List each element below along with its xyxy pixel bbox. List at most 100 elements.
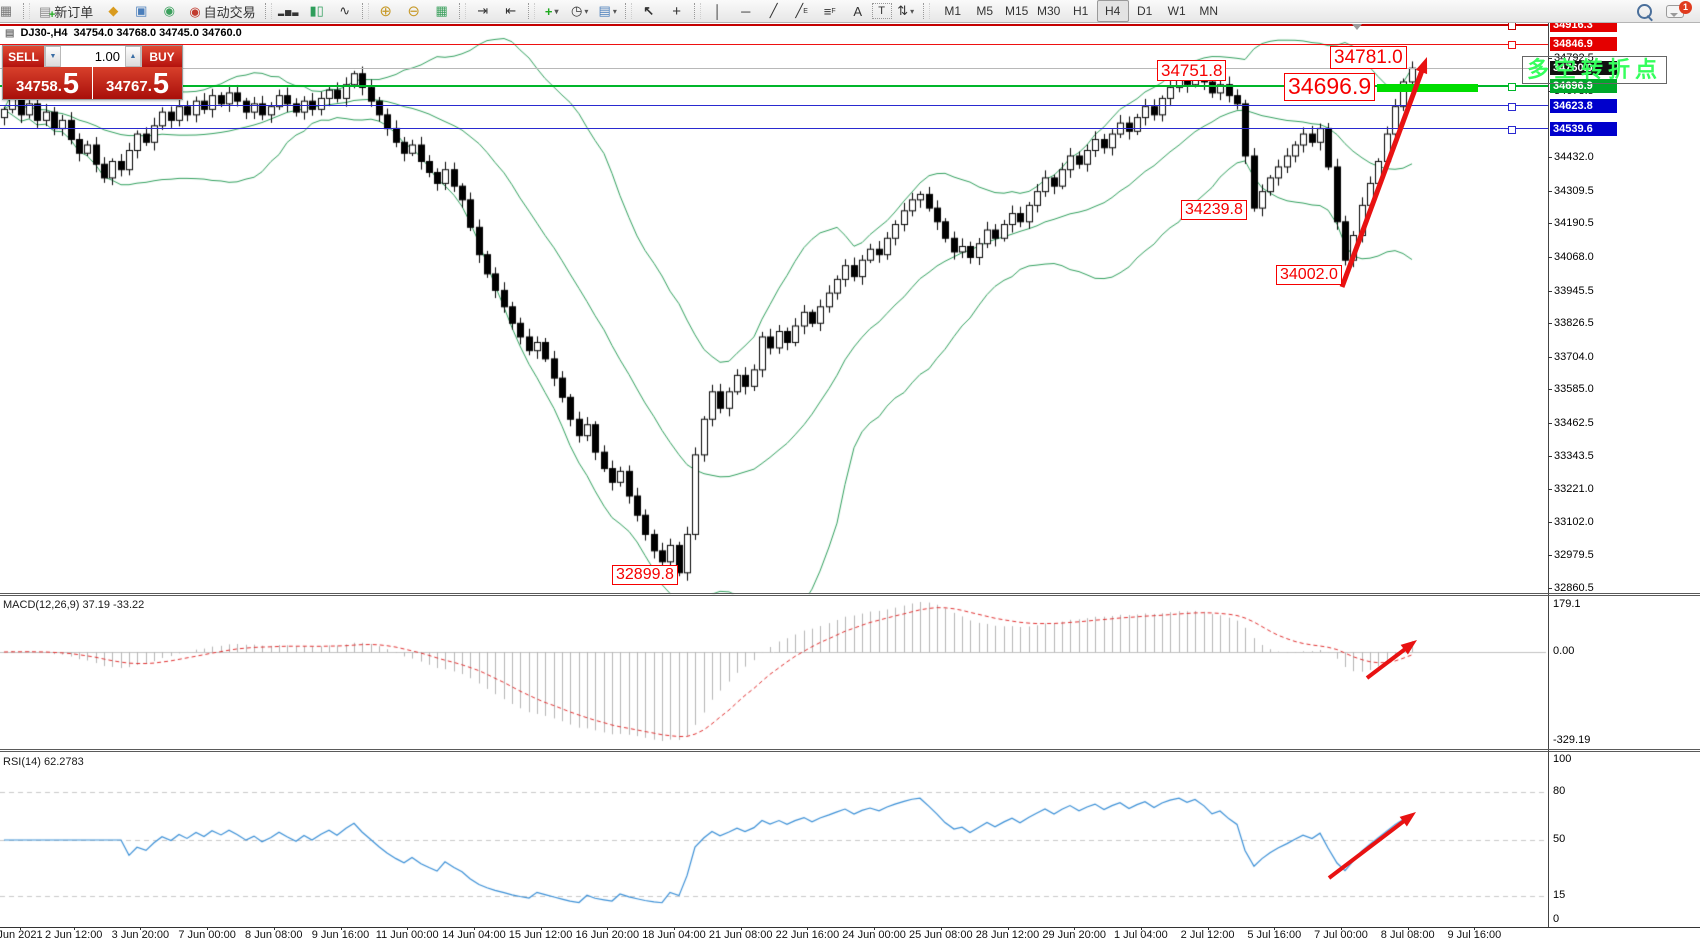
time-axis-tick bbox=[1474, 927, 1476, 930]
time-axis-label: 9 Jul 16:00 bbox=[1447, 929, 1502, 941]
price-annotation-label[interactable]: 34002.0 bbox=[1276, 265, 1342, 285]
price-axis-border bbox=[1548, 23, 1549, 927]
price-annotation-label[interactable]: 34239.8 bbox=[1181, 200, 1247, 220]
periods-button[interactable]: ◷ ▾ bbox=[570, 3, 589, 18]
time-axis-label: 29 Jun 20:00 bbox=[1042, 929, 1106, 941]
quotes-icon[interactable]: ◆ bbox=[108, 3, 119, 18]
tab-timeframe-M1[interactable]: M1 bbox=[944, 4, 961, 18]
time-axis-tick bbox=[73, 927, 75, 930]
price-level-handle[interactable] bbox=[1508, 125, 1516, 134]
volume-spinner: ▼ 1.00 ▲ bbox=[44, 46, 142, 67]
price-annotation-label[interactable]: 34751.8 bbox=[1157, 60, 1227, 82]
fibonacci-tool-icon[interactable]: ≡ F bbox=[823, 3, 836, 19]
chart-header: ▤ DJ30-,H4 34754.0 34768.0 34745.0 34760… bbox=[5, 27, 242, 39]
time-axis[interactable]: Jun 2021 2 Jun 12:00 3 Jun 20:00 7 Jun 00:0… bbox=[0, 927, 1700, 942]
zoom-out-icon[interactable]: ⊖ bbox=[407, 3, 420, 20]
vertical-line-tool-icon[interactable]: │ bbox=[713, 3, 722, 19]
price-axis-tick: 33343.5 bbox=[1548, 449, 1594, 462]
price-level-handle[interactable] bbox=[1508, 22, 1516, 31]
price-axis-tick: 34309.5 bbox=[1548, 184, 1594, 197]
time-axis-label: Jun 2021 bbox=[0, 929, 43, 941]
zoom-in-icon[interactable]: ⊕ bbox=[379, 3, 392, 20]
horizontal-line-tool-icon[interactable]: ─ bbox=[741, 3, 751, 19]
price-annotation-label[interactable]: 34696.9 bbox=[1284, 73, 1376, 101]
price-axis-tick: 33585.0 bbox=[1548, 383, 1594, 396]
bar-chart-icon[interactable]: ▂▅▃ bbox=[277, 6, 300, 16]
price-annotation-label[interactable]: 34781.0 bbox=[1330, 46, 1407, 70]
time-axis-label: 24 Jun 00:00 bbox=[842, 929, 906, 941]
chart-window-icon[interactable]: ▦ bbox=[0, 3, 13, 18]
tab-timeframe-M30[interactable]: M30 bbox=[1037, 4, 1061, 18]
time-axis-tick bbox=[874, 927, 876, 930]
sell-button[interactable]: SELL bbox=[3, 46, 44, 67]
sell-price-main: 34758. bbox=[15, 78, 62, 95]
auto-scroll-icon[interactable]: ⇥ bbox=[477, 3, 489, 18]
macd-indicator-label: MACD(12,26,9) 37.19 -33.22 bbox=[3, 599, 145, 611]
price-level-handle[interactable] bbox=[1508, 102, 1516, 111]
rsi-axis-tick: 0 bbox=[1553, 913, 1560, 925]
turning-point-note[interactable]: 多空转折点 bbox=[1522, 56, 1668, 84]
price-level-line-34623.8[interactable] bbox=[0, 105, 1548, 107]
tile-windows-icon[interactable]: ▦ bbox=[435, 3, 448, 18]
panel-separator[interactable] bbox=[0, 749, 1700, 750]
price-axis-tick: 33945.5 bbox=[1548, 284, 1594, 297]
tab-timeframe-H1[interactable]: H1 bbox=[1073, 4, 1089, 18]
volume-decrease-button[interactable]: ▼ bbox=[45, 46, 61, 67]
signals-icon[interactable]: ◉ bbox=[163, 3, 175, 18]
price-level-label: 34623.8 bbox=[1550, 98, 1617, 113]
search-icon[interactable] bbox=[1637, 3, 1652, 19]
equidistant-channel-tool-icon[interactable]: ╱ E bbox=[795, 3, 808, 18]
volume-increase-button[interactable]: ▲ bbox=[125, 46, 141, 67]
time-axis-label: 8 Jun 08:00 bbox=[245, 929, 303, 941]
volume-input[interactable]: 1.00 bbox=[94, 49, 120, 64]
market-watch-icon[interactable]: ▣ bbox=[135, 3, 148, 18]
indicators-button[interactable]: + ▾ bbox=[544, 3, 559, 19]
tab-timeframe-MN[interactable]: MN bbox=[1199, 4, 1218, 18]
price-level-handle[interactable] bbox=[1508, 82, 1516, 91]
tab-timeframe-D1[interactable]: D1 bbox=[1137, 4, 1153, 18]
arrows-tool-icon[interactable]: ⇅ ▾ bbox=[897, 3, 915, 18]
time-axis-tick bbox=[940, 927, 942, 930]
buy-button[interactable]: BUY bbox=[142, 46, 182, 67]
buy-price-display[interactable]: 34767. 5 bbox=[93, 67, 182, 99]
notifications-icon[interactable]: 1 bbox=[1666, 0, 1692, 18]
tab-timeframe-M15[interactable]: M15 bbox=[1005, 4, 1029, 18]
time-axis-label: 1 Jul 04:00 bbox=[1113, 929, 1168, 941]
sell-price-display[interactable]: 34758. 5 bbox=[3, 67, 92, 99]
price-level-line-34696.9[interactable] bbox=[0, 84, 1548, 87]
price-level-handle[interactable] bbox=[1508, 41, 1516, 50]
panel-separator[interactable] bbox=[0, 593, 1700, 594]
new-order-button[interactable]: ▤ + 新订单 bbox=[33, 1, 99, 21]
time-axis-tick bbox=[273, 927, 275, 930]
time-axis-label: 16 Jun 20:00 bbox=[575, 929, 640, 941]
buy-price-pip: 5 bbox=[152, 68, 170, 101]
trendline-tool-icon[interactable]: ╱ bbox=[769, 3, 778, 18]
crosshair-icon[interactable]: + bbox=[672, 2, 682, 20]
tab-timeframe-H4[interactable]: H4 bbox=[1096, 0, 1129, 22]
candlestick-chart-icon[interactable]: ▮▯ bbox=[309, 3, 324, 18]
chart-shift-icon[interactable]: ⇤ bbox=[505, 3, 517, 18]
text-label-tool-icon[interactable]: T bbox=[871, 3, 892, 19]
tab-timeframe-W1[interactable]: W1 bbox=[1167, 4, 1186, 18]
templates-button[interactable]: ▤ ▾ bbox=[598, 3, 617, 18]
price-annotation-label[interactable]: 32899.8 bbox=[612, 565, 678, 585]
tab-timeframe-M5[interactable]: M5 bbox=[976, 4, 993, 18]
rsi-axis-tick: 80 bbox=[1553, 785, 1566, 797]
time-axis-label: 2 Jul 12:00 bbox=[1180, 929, 1235, 941]
auto-trading-button[interactable]: ◉ 自动交易 bbox=[183, 1, 261, 21]
time-axis-label: 15 Jun 12:00 bbox=[508, 929, 573, 941]
time-axis-tick bbox=[1341, 927, 1342, 930]
text-tool-icon[interactable]: A bbox=[853, 3, 862, 19]
turning-point-highlight[interactable] bbox=[1377, 84, 1478, 92]
price-level-line-34846.9[interactable] bbox=[0, 43, 1548, 45]
rsi-axis-tick: 15 bbox=[1553, 889, 1566, 901]
price-level-line-34916.3[interactable] bbox=[0, 24, 1548, 27]
line-chart-icon[interactable]: ∿ bbox=[339, 3, 351, 18]
price-level-line-34760.0[interactable] bbox=[0, 67, 1548, 69]
time-axis-label: 22 Jun 16:00 bbox=[775, 929, 840, 941]
chevron-down-icon: ▾ bbox=[910, 6, 915, 16]
cursor-icon[interactable]: ↖ bbox=[643, 3, 655, 18]
time-axis-label: 2 Jun 12:00 bbox=[44, 929, 103, 941]
price-level-line-34539.6[interactable] bbox=[0, 128, 1548, 130]
